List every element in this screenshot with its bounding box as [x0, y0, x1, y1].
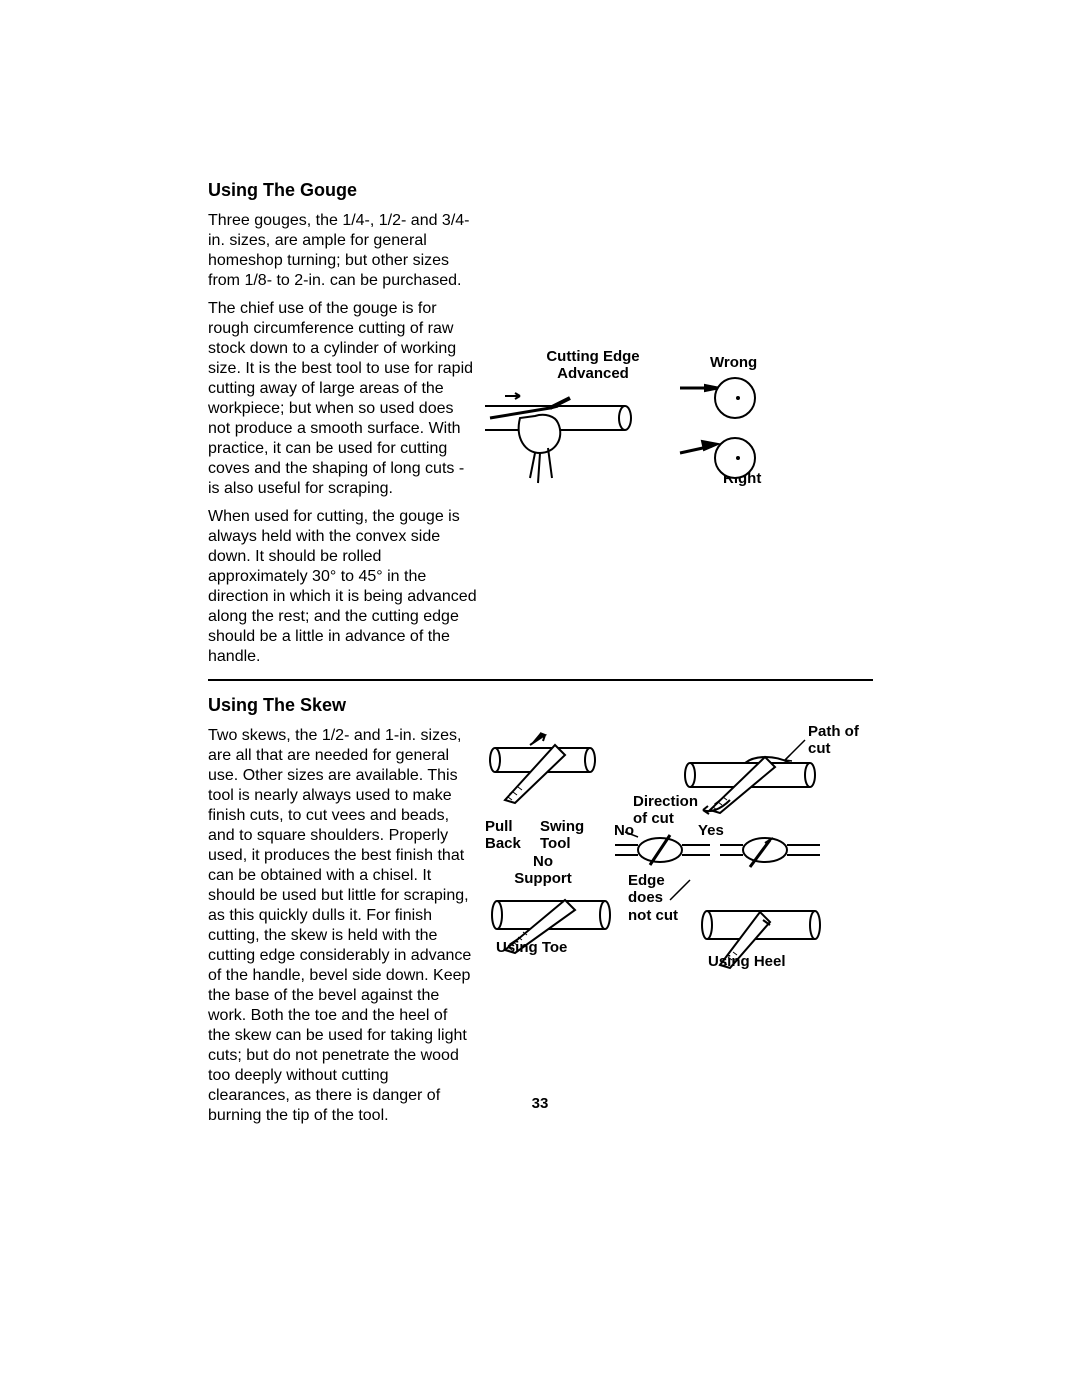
gouge-paragraph-1: Three gouges, the 1/4-, 1/2- and 3/4-in.… — [208, 211, 478, 291]
page-number: 33 — [0, 1095, 1080, 1112]
label-edge-does-not-cut: Edge does not cut — [628, 872, 678, 924]
gouge-paragraph-2: The chief use of the gouge is for rough … — [208, 299, 478, 499]
label-pull-back: Pull Back — [485, 818, 525, 853]
label-no: No — [614, 822, 634, 839]
skew-paragraph-1: Two skews, the 1/2- and 1-in. sizes, are… — [208, 726, 473, 1126]
gouge-text-column: Using The Gouge Three gouges, the 1/4-, … — [208, 180, 478, 667]
label-path-of-cut: Path of cut — [808, 723, 878, 758]
label-no-support: No Support — [508, 853, 578, 888]
label-yes: Yes — [698, 822, 724, 839]
gouge-paragraph-3: When used for cutting, the gouge is alwa… — [208, 507, 478, 667]
gouge-illustration — [480, 368, 780, 518]
skew-text-column: Using The Skew Two skews, the 1/2- and 1… — [208, 695, 473, 1126]
label-using-toe: Using Toe — [496, 939, 567, 956]
skew-figure: Path of cut Direction of cut Pull Back S… — [480, 705, 880, 985]
gouge-figure: Cutting Edge Advanced Wrong Right — [480, 348, 880, 488]
gouge-heading: Using The Gouge — [208, 180, 478, 201]
section-divider — [208, 679, 873, 681]
label-using-heel: Using Heel — [708, 953, 786, 970]
page-container: Using The Gouge Three gouges, the 1/4-, … — [0, 0, 1080, 1126]
skew-section: Using The Skew Two skews, the 1/2- and 1… — [208, 695, 875, 1126]
label-swing-tool: Swing Tool — [540, 818, 590, 853]
skew-heading: Using The Skew — [208, 695, 473, 716]
gouge-section: Using The Gouge Three gouges, the 1/4-, … — [208, 180, 875, 667]
